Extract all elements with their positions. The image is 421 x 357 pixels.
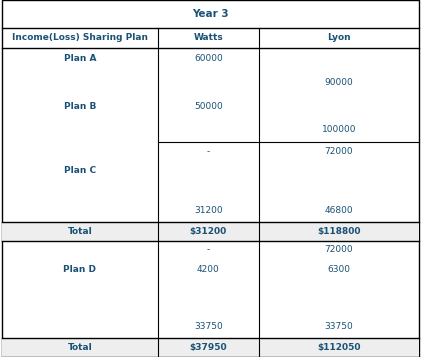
Text: Year 3: Year 3 xyxy=(192,9,229,19)
Text: 60000: 60000 xyxy=(194,54,223,64)
Text: $37950: $37950 xyxy=(189,343,227,352)
Text: $118800: $118800 xyxy=(317,227,361,236)
Text: Total: Total xyxy=(68,343,92,352)
Text: 90000: 90000 xyxy=(325,78,353,87)
Text: 50000: 50000 xyxy=(194,102,223,111)
Text: 46800: 46800 xyxy=(325,206,353,215)
Text: 31200: 31200 xyxy=(194,206,223,215)
Text: 33750: 33750 xyxy=(325,322,353,331)
Text: 6300: 6300 xyxy=(328,265,350,274)
Text: Plan B: Plan B xyxy=(64,102,96,111)
Text: Lyon: Lyon xyxy=(327,33,351,42)
Text: -: - xyxy=(207,147,210,156)
Text: Total: Total xyxy=(68,227,92,236)
Text: $31200: $31200 xyxy=(190,227,227,236)
Text: Plan C: Plan C xyxy=(64,166,96,176)
Text: Income(Loss) Sharing Plan: Income(Loss) Sharing Plan xyxy=(12,33,148,42)
Bar xyxy=(2,338,419,357)
Text: Plan D: Plan D xyxy=(64,265,96,274)
Text: 72000: 72000 xyxy=(325,245,353,254)
Text: $112050: $112050 xyxy=(317,343,361,352)
Text: 100000: 100000 xyxy=(322,125,356,135)
Text: 33750: 33750 xyxy=(194,322,223,331)
Text: 72000: 72000 xyxy=(325,147,353,156)
Text: -: - xyxy=(207,245,210,254)
Text: 4200: 4200 xyxy=(197,265,220,274)
Text: Watts: Watts xyxy=(194,33,223,42)
Text: Plan A: Plan A xyxy=(64,54,96,64)
Bar xyxy=(2,222,419,241)
